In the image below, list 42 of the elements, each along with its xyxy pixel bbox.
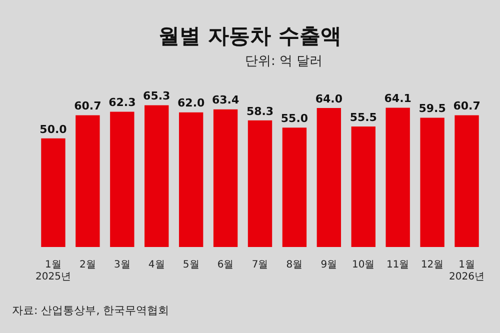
data-label: 65.3 [143, 90, 170, 103]
data-label: 64.0 [315, 92, 343, 106]
data-label: 64.1 [384, 92, 412, 106]
bar [316, 108, 342, 247]
x-tick-label: 3월 [114, 260, 130, 271]
data-label: 62.3 [108, 96, 136, 110]
bar [178, 112, 204, 247]
data-label: 59.5 [418, 102, 446, 116]
bar [351, 126, 376, 247]
bar [41, 138, 66, 247]
x-tick-label: 7월 [252, 260, 268, 271]
x-tick-label: 11월 [386, 260, 410, 271]
data-label: 60.7 [74, 100, 102, 113]
chart-title: 월별 자동차 수출액 [158, 23, 342, 50]
text: 자료: 산업통상부, 한국무역협회 [12, 303, 170, 318]
x-tick-label: 5월 [182, 260, 200, 271]
bar [420, 118, 444, 247]
bar [110, 112, 134, 247]
bar [282, 128, 307, 247]
bar [213, 109, 238, 247]
bar [76, 115, 100, 247]
bar [386, 108, 410, 247]
data-label: 60.7 [453, 100, 480, 113]
data-label: 55.0 [280, 112, 308, 125]
x-tick-label: 6월 [217, 260, 234, 271]
chart-subtitle: 단위: 억 달러 [245, 53, 323, 70]
data-label: 63.4 [212, 94, 240, 107]
x-tick-label: 8월 [286, 260, 303, 271]
bar [454, 115, 479, 247]
bar [144, 105, 169, 247]
x-tick-label: 10월 [352, 260, 375, 271]
bar [248, 120, 272, 247]
data-label: 55.5 [350, 110, 377, 124]
x-tick-label: 4월 [148, 260, 165, 271]
data-label: 62.0 [178, 96, 205, 110]
data-label: 50.0 [40, 122, 68, 136]
x-tick-label: 1월 2025년 [36, 260, 71, 283]
data-label: 58.3 [246, 104, 274, 118]
x-tick-label: 12월 [420, 260, 444, 271]
x-tick-label: 9월 [320, 260, 338, 271]
x-tick-label: 1월 2026년 [449, 260, 484, 283]
x-tick-label: 2월 [80, 260, 96, 271]
